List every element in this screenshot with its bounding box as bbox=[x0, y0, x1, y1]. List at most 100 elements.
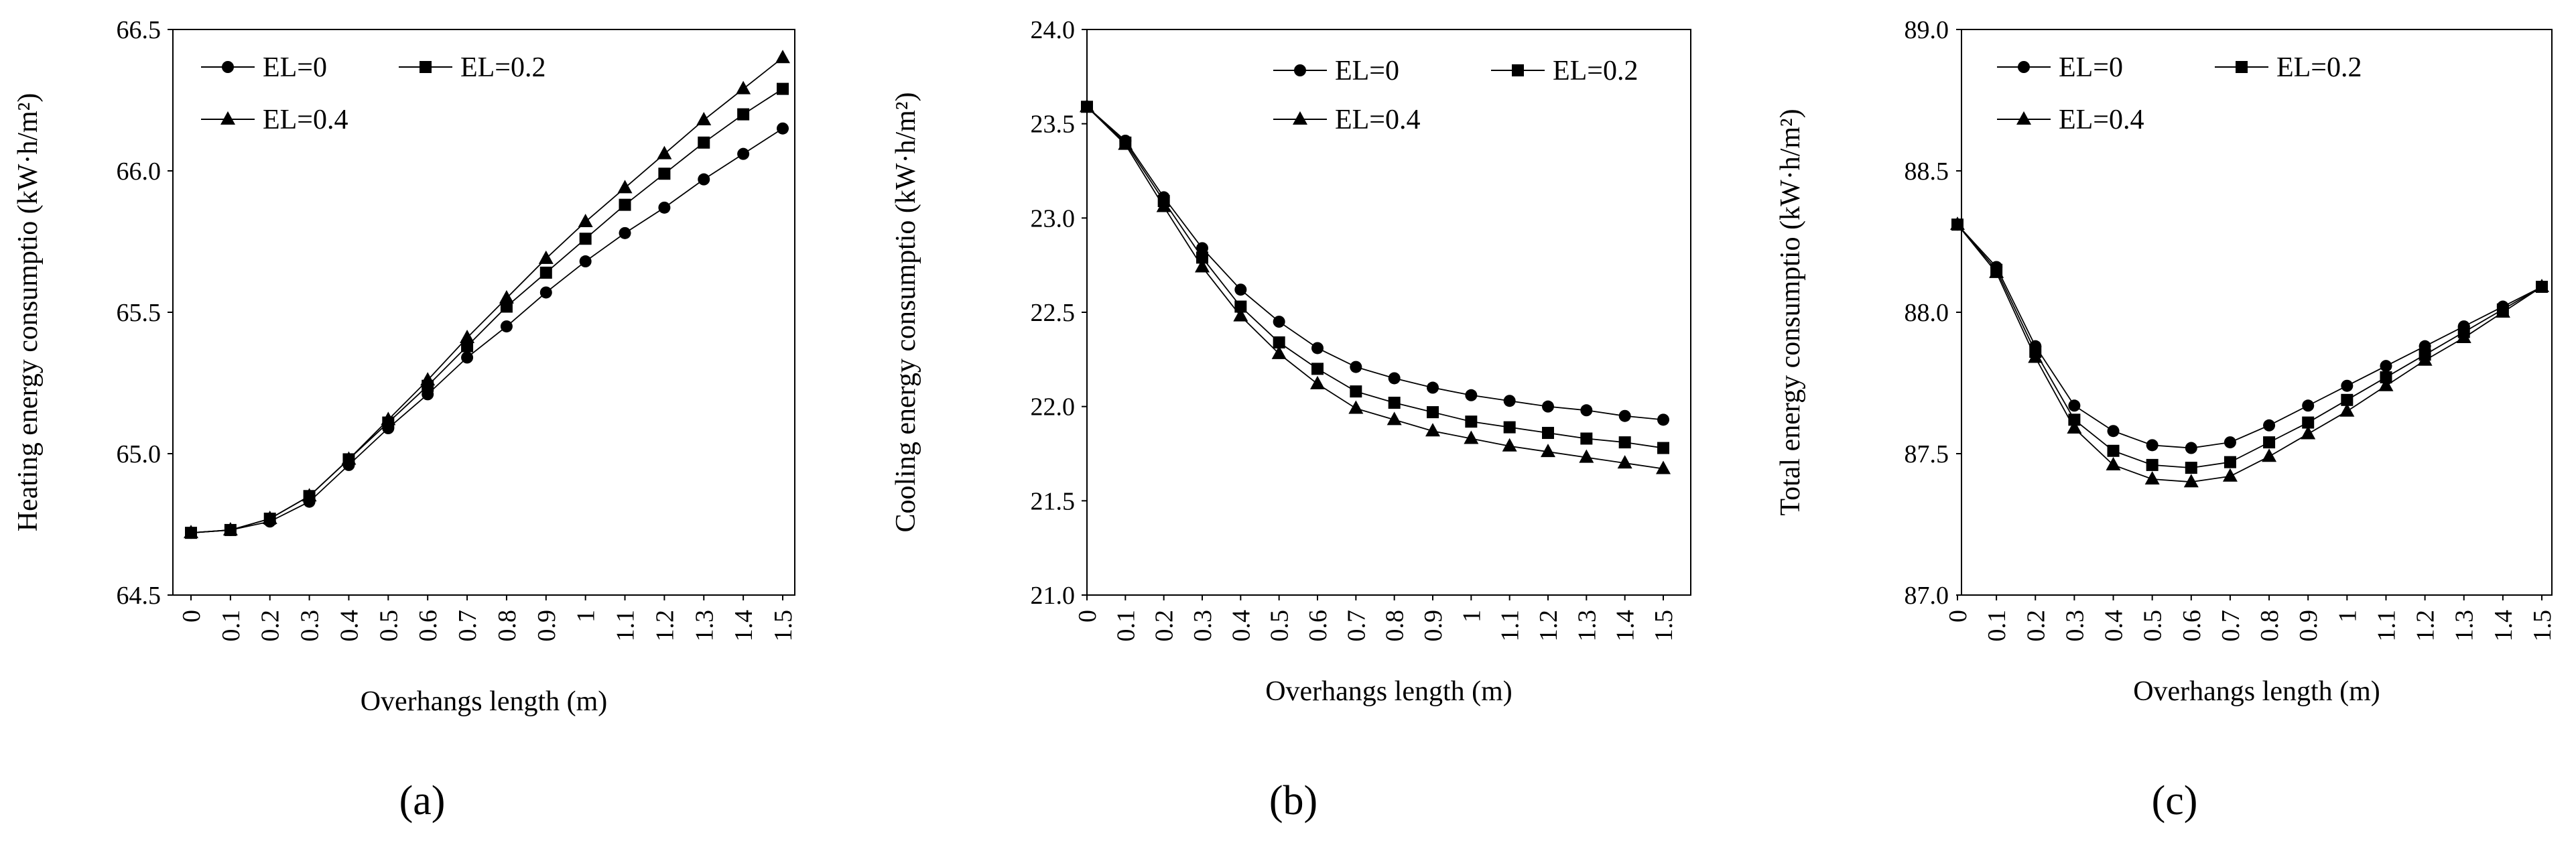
data-point-circle bbox=[2302, 399, 2315, 412]
x-tick-label: 1.3 bbox=[1573, 610, 1601, 642]
series-line-circle bbox=[190, 127, 783, 534]
y-axis-title: Heating energy consumptio (kW·h/m²) bbox=[13, 93, 44, 532]
panel-label: (b) bbox=[1269, 778, 1317, 824]
x-tick-label: 1.1 bbox=[612, 610, 640, 642]
data-point-triangle bbox=[1989, 264, 2004, 278]
data-point-square bbox=[2224, 456, 2236, 468]
x-tick-label: 1.3 bbox=[690, 610, 718, 642]
y-tick-label: 89.0 bbox=[1905, 16, 1949, 44]
data-point-triangle bbox=[1118, 136, 1133, 150]
series-line-square bbox=[1086, 106, 1664, 449]
x-tick-label: 0.3 bbox=[296, 610, 324, 642]
legend-marker-circle bbox=[222, 61, 234, 73]
data-point-triangle bbox=[696, 112, 712, 126]
data-point-circle bbox=[539, 286, 552, 299]
x-tick-label: 0.4 bbox=[335, 610, 363, 642]
x-tick-label: 0.1 bbox=[1983, 610, 2011, 642]
x-tick-label: 0.8 bbox=[1381, 610, 1409, 642]
x-tick-label: 1 bbox=[1458, 610, 1486, 623]
data-point-square bbox=[658, 168, 671, 180]
data-point-triangle bbox=[460, 329, 475, 343]
legend-label: EL=0.2 bbox=[460, 52, 546, 83]
data-point-triangle bbox=[775, 50, 790, 64]
legend-label: EL=0.2 bbox=[1553, 56, 1638, 86]
data-point-square bbox=[1350, 385, 1362, 398]
data-point-circle bbox=[1273, 316, 1285, 328]
data-point-triangle bbox=[1233, 308, 1248, 322]
x-tick-label: 0 bbox=[1944, 610, 1972, 623]
data-point-square bbox=[1196, 251, 1208, 264]
x-tick-label: 1.4 bbox=[2490, 610, 2518, 642]
legend-marker-triangle bbox=[2016, 111, 2031, 125]
data-point-triangle bbox=[262, 511, 277, 525]
y-tick-label: 66.0 bbox=[117, 157, 162, 186]
y-tick-label: 87.5 bbox=[1905, 440, 1949, 468]
x-tick-label: 1.2 bbox=[1535, 610, 1563, 642]
legend-marker-square bbox=[420, 61, 432, 73]
data-point-circle bbox=[1350, 361, 1362, 373]
data-point-square bbox=[619, 198, 631, 211]
x-tick-label: 0.9 bbox=[533, 610, 561, 642]
data-point-triangle bbox=[1656, 460, 1671, 474]
data-point-triangle bbox=[420, 372, 436, 386]
data-point-square bbox=[461, 340, 474, 352]
x-tick-label: 0.6 bbox=[414, 610, 442, 642]
data-point-square bbox=[698, 136, 710, 149]
x-tick-label: 0.2 bbox=[257, 610, 285, 642]
data-point-triangle bbox=[2456, 329, 2471, 343]
data-point-triangle bbox=[302, 488, 317, 502]
y-tick-label: 22.5 bbox=[1031, 299, 1076, 327]
data-point-circle bbox=[1580, 404, 1593, 417]
data-point-square bbox=[2185, 462, 2197, 474]
x-tick-label: 1.2 bbox=[2412, 610, 2440, 642]
data-point-square bbox=[2341, 393, 2354, 406]
legend-marker-circle bbox=[2018, 61, 2030, 73]
data-point-triangle bbox=[1502, 438, 1517, 452]
legend-marker-square bbox=[2236, 61, 2248, 73]
data-point-triangle bbox=[2067, 420, 2082, 434]
x-tick-label: 1 bbox=[2333, 610, 2362, 623]
y-tick-label: 23.5 bbox=[1031, 111, 1076, 139]
x-axis-title: Overhangs length (m) bbox=[2133, 676, 2380, 707]
x-tick-label: 0.4 bbox=[2100, 610, 2128, 642]
series-line-triangle bbox=[1086, 106, 1664, 470]
series-line-circle bbox=[1957, 224, 2542, 449]
y-tick-label: 87.0 bbox=[1905, 582, 1949, 610]
x-tick-label: 1.3 bbox=[2451, 610, 2479, 642]
data-point-triangle bbox=[222, 521, 238, 535]
data-point-triangle bbox=[2028, 349, 2043, 363]
y-tick-label: 66.5 bbox=[117, 16, 162, 44]
data-point-square bbox=[1311, 363, 1324, 375]
data-point-circle bbox=[2146, 439, 2159, 452]
data-point-triangle bbox=[2417, 352, 2433, 366]
x-tick-label: 0.3 bbox=[2061, 610, 2089, 642]
y-tick-label: 64.5 bbox=[117, 582, 162, 610]
legend-label: EL=0.4 bbox=[2059, 105, 2144, 135]
data-point-triangle bbox=[736, 80, 751, 94]
data-point-square bbox=[1465, 415, 1478, 428]
data-point-triangle bbox=[1156, 198, 1171, 212]
data-point-circle bbox=[2185, 442, 2197, 454]
data-point-circle bbox=[1196, 242, 1208, 255]
data-point-square bbox=[2107, 444, 2120, 457]
x-tick-label: 0.5 bbox=[375, 610, 403, 642]
data-point-triangle bbox=[499, 289, 514, 304]
data-point-triangle bbox=[341, 451, 357, 465]
data-point-triangle bbox=[2378, 377, 2394, 391]
legend-marker-circle bbox=[1294, 64, 1306, 76]
data-point-square bbox=[2380, 371, 2392, 384]
data-point-circle bbox=[2068, 399, 2081, 412]
data-point-square bbox=[1580, 432, 1593, 445]
x-tick-label: 0.2 bbox=[2022, 610, 2050, 642]
data-point-circle bbox=[1234, 283, 1247, 296]
legend-marker-triangle bbox=[220, 111, 235, 125]
data-point-triangle bbox=[1271, 345, 1287, 359]
data-point-circle bbox=[2107, 425, 2120, 438]
data-point-circle bbox=[1618, 409, 1631, 422]
data-point-circle bbox=[737, 147, 750, 160]
y-axis-title: Cooling energy consumptio (kW·h/m²) bbox=[891, 92, 921, 533]
y-axis-title: Total energy consumptio (kW·h/m²) bbox=[1775, 109, 1806, 515]
x-tick-label: 0.6 bbox=[1304, 610, 1332, 642]
data-point-square bbox=[2263, 436, 2276, 449]
data-point-circle bbox=[619, 226, 631, 239]
